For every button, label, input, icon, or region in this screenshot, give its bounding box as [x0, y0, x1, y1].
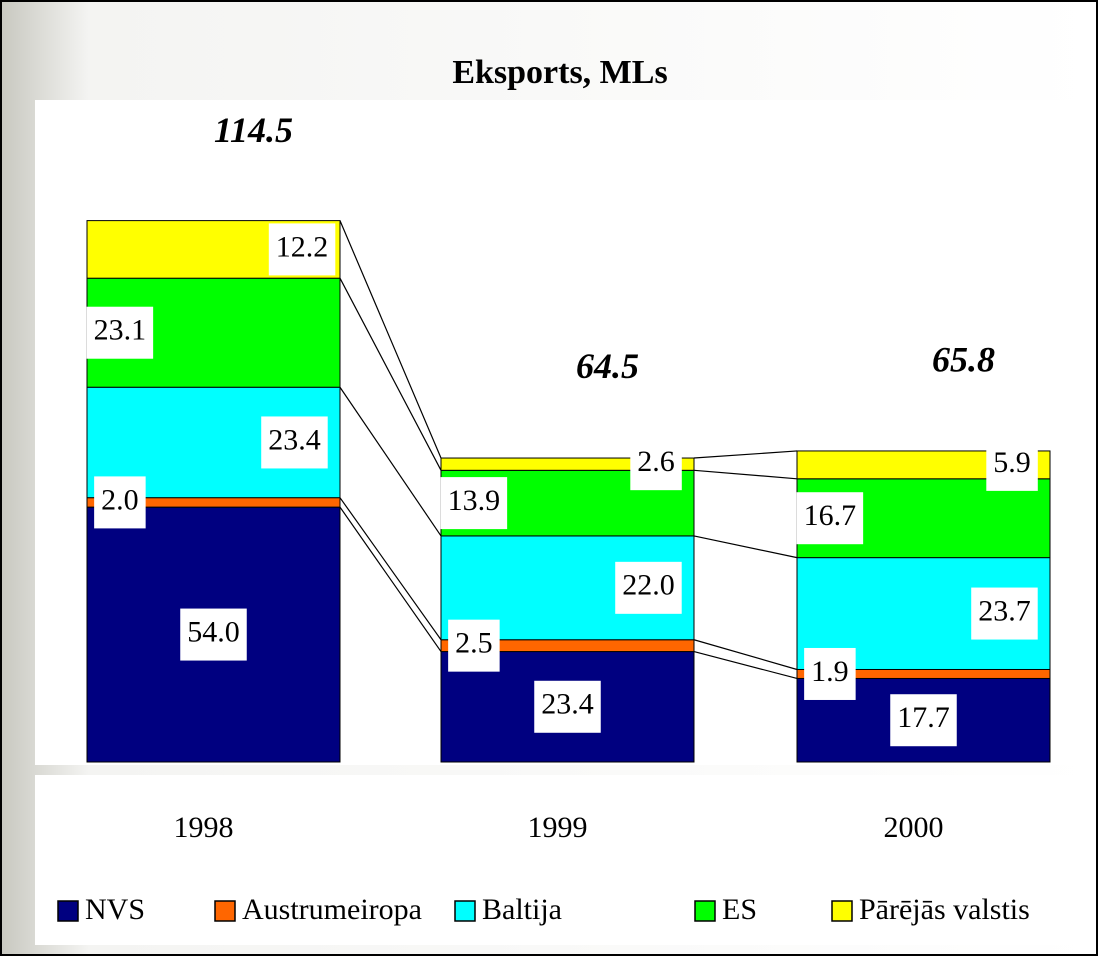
legend-swatch — [694, 900, 716, 922]
value-label-box — [615, 561, 682, 614]
total-label: 114.5 — [214, 110, 293, 150]
connector-line — [693, 450, 798, 459]
legend-label: Austrumeiropa — [242, 893, 422, 926]
legend-swatch — [214, 900, 236, 922]
x-tick-label: 1999 — [528, 811, 588, 844]
value-label: 5.9 — [993, 446, 1031, 479]
value-label: 12.2 — [276, 230, 329, 263]
value-label: 1.9 — [811, 655, 849, 688]
value-label: 2.0 — [101, 483, 139, 516]
value-label-box — [534, 680, 601, 733]
value-label-box — [804, 647, 856, 700]
legend-swatch — [831, 900, 853, 922]
value-label: 23.4 — [268, 423, 321, 456]
value-label-box — [630, 438, 682, 491]
chart-title: Eksports, MLs — [452, 54, 667, 91]
value-label-box — [268, 223, 336, 276]
connector-line — [339, 220, 442, 459]
legend-area — [35, 775, 1087, 945]
value-label: 22.0 — [622, 569, 675, 602]
value-label-box — [86, 306, 154, 359]
value-label-box — [261, 416, 328, 469]
x-tick-label: 1998 — [174, 811, 234, 844]
connector-line — [693, 639, 798, 671]
legend-label: ES — [722, 893, 757, 926]
connector-line — [339, 277, 442, 471]
x-tick-label: 2000 — [884, 811, 944, 844]
value-label-box — [890, 694, 957, 747]
value-label: 23.4 — [541, 688, 594, 721]
legend-label: Baltija — [482, 893, 562, 926]
connector-line — [339, 506, 442, 652]
legend-label: NVS — [85, 893, 145, 926]
connector-line — [693, 469, 798, 480]
value-label-box — [448, 619, 500, 672]
legend-swatch — [454, 900, 476, 922]
value-label: 2.5 — [455, 627, 493, 660]
value-label: 23.7 — [978, 594, 1031, 627]
value-label-box — [94, 476, 146, 529]
connector-line — [693, 650, 798, 680]
value-label: 13.9 — [448, 484, 501, 517]
value-label-box — [180, 608, 247, 661]
legend-swatch — [57, 900, 79, 922]
total-label: 64.5 — [576, 346, 639, 386]
value-label-box — [440, 477, 508, 530]
value-label: 23.1 — [94, 314, 147, 347]
connector-line — [339, 497, 442, 641]
value-label-box — [971, 587, 1038, 640]
value-label: 54.0 — [187, 615, 240, 648]
value-label: 2.6 — [637, 445, 675, 478]
value-label: 16.7 — [804, 499, 857, 532]
value-label: 17.7 — [897, 701, 950, 734]
value-label-box — [796, 492, 864, 545]
total-label: 65.8 — [932, 340, 995, 380]
connector-line — [339, 386, 442, 537]
value-label-box — [986, 438, 1038, 491]
legend-label: Pārējās valstis — [859, 893, 1030, 926]
connector-line — [693, 535, 798, 559]
